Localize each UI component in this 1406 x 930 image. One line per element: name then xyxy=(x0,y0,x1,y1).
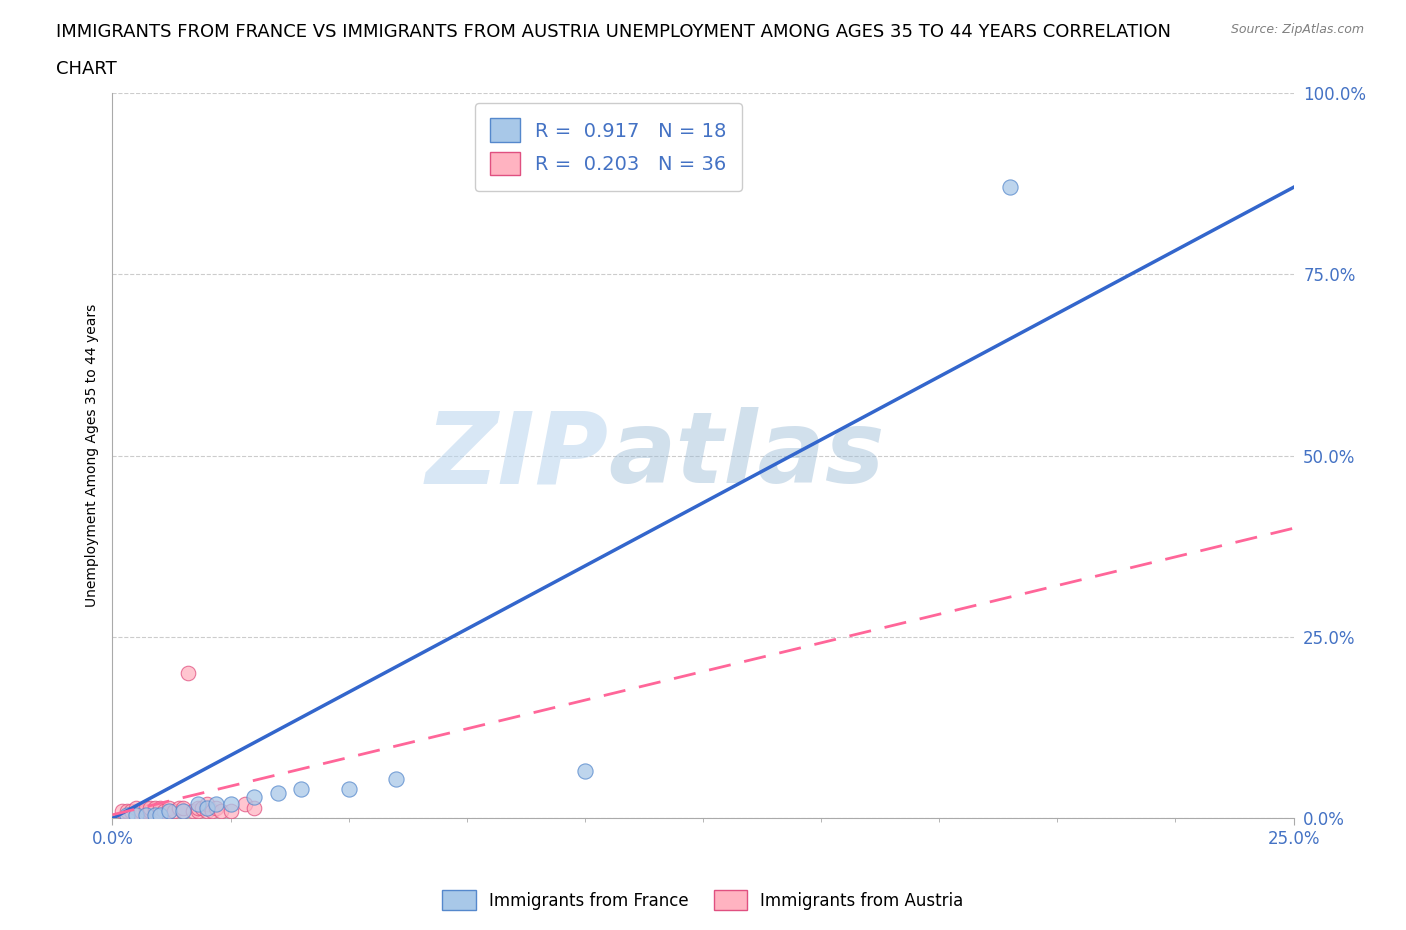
Text: CHART: CHART xyxy=(56,60,117,78)
Point xyxy=(172,804,194,818)
Point xyxy=(219,804,242,818)
Point xyxy=(243,800,266,815)
Point xyxy=(135,807,157,822)
Point xyxy=(337,782,360,797)
Point xyxy=(129,807,152,822)
Point xyxy=(139,804,162,818)
Point xyxy=(186,796,208,811)
Point xyxy=(143,804,166,818)
Point xyxy=(149,807,172,822)
Point xyxy=(115,807,138,822)
Text: IMMIGRANTS FROM FRANCE VS IMMIGRANTS FROM AUSTRIA UNEMPLOYMENT AMONG AGES 35 TO : IMMIGRANTS FROM FRANCE VS IMMIGRANTS FRO… xyxy=(56,23,1171,41)
Point xyxy=(163,804,186,818)
Point xyxy=(157,804,180,818)
Point xyxy=(125,800,148,815)
Text: atlas: atlas xyxy=(609,407,884,504)
Point xyxy=(157,804,180,818)
Legend: R =  0.917   N = 18, R =  0.203   N = 36: R = 0.917 N = 18, R = 0.203 N = 36 xyxy=(475,102,742,191)
Text: Source: ZipAtlas.com: Source: ZipAtlas.com xyxy=(1230,23,1364,36)
Point xyxy=(209,804,232,818)
Point xyxy=(139,800,162,815)
Point xyxy=(219,796,242,811)
Point xyxy=(205,796,228,811)
Point xyxy=(143,800,166,815)
Legend: Immigrants from France, Immigrants from Austria: Immigrants from France, Immigrants from … xyxy=(436,884,970,917)
Point xyxy=(243,790,266,804)
Point xyxy=(115,804,138,818)
Point xyxy=(201,804,224,818)
Point xyxy=(205,800,228,815)
Point xyxy=(267,786,290,801)
Point xyxy=(135,804,157,818)
Point xyxy=(195,804,218,818)
Point xyxy=(998,179,1021,194)
Y-axis label: Unemployment Among Ages 35 to 44 years: Unemployment Among Ages 35 to 44 years xyxy=(84,304,98,607)
Point xyxy=(149,807,172,822)
Point xyxy=(172,800,194,815)
Point xyxy=(181,804,204,818)
Point xyxy=(149,800,172,815)
Point xyxy=(157,800,180,815)
Point xyxy=(120,804,142,818)
Point xyxy=(574,764,596,778)
Point xyxy=(135,800,157,815)
Point xyxy=(153,804,176,818)
Point xyxy=(385,771,408,786)
Text: ZIP: ZIP xyxy=(426,407,609,504)
Point xyxy=(111,804,134,818)
Point xyxy=(149,804,172,818)
Point xyxy=(172,804,194,818)
Point xyxy=(129,804,152,818)
Point xyxy=(125,807,148,822)
Point xyxy=(191,800,214,815)
Point xyxy=(177,666,200,681)
Point xyxy=(186,804,208,818)
Point xyxy=(125,807,148,822)
Point xyxy=(186,800,208,815)
Point xyxy=(195,800,218,815)
Point xyxy=(233,796,256,811)
Point xyxy=(143,807,166,822)
Point xyxy=(167,800,190,815)
Point xyxy=(290,782,312,797)
Point xyxy=(195,796,218,811)
